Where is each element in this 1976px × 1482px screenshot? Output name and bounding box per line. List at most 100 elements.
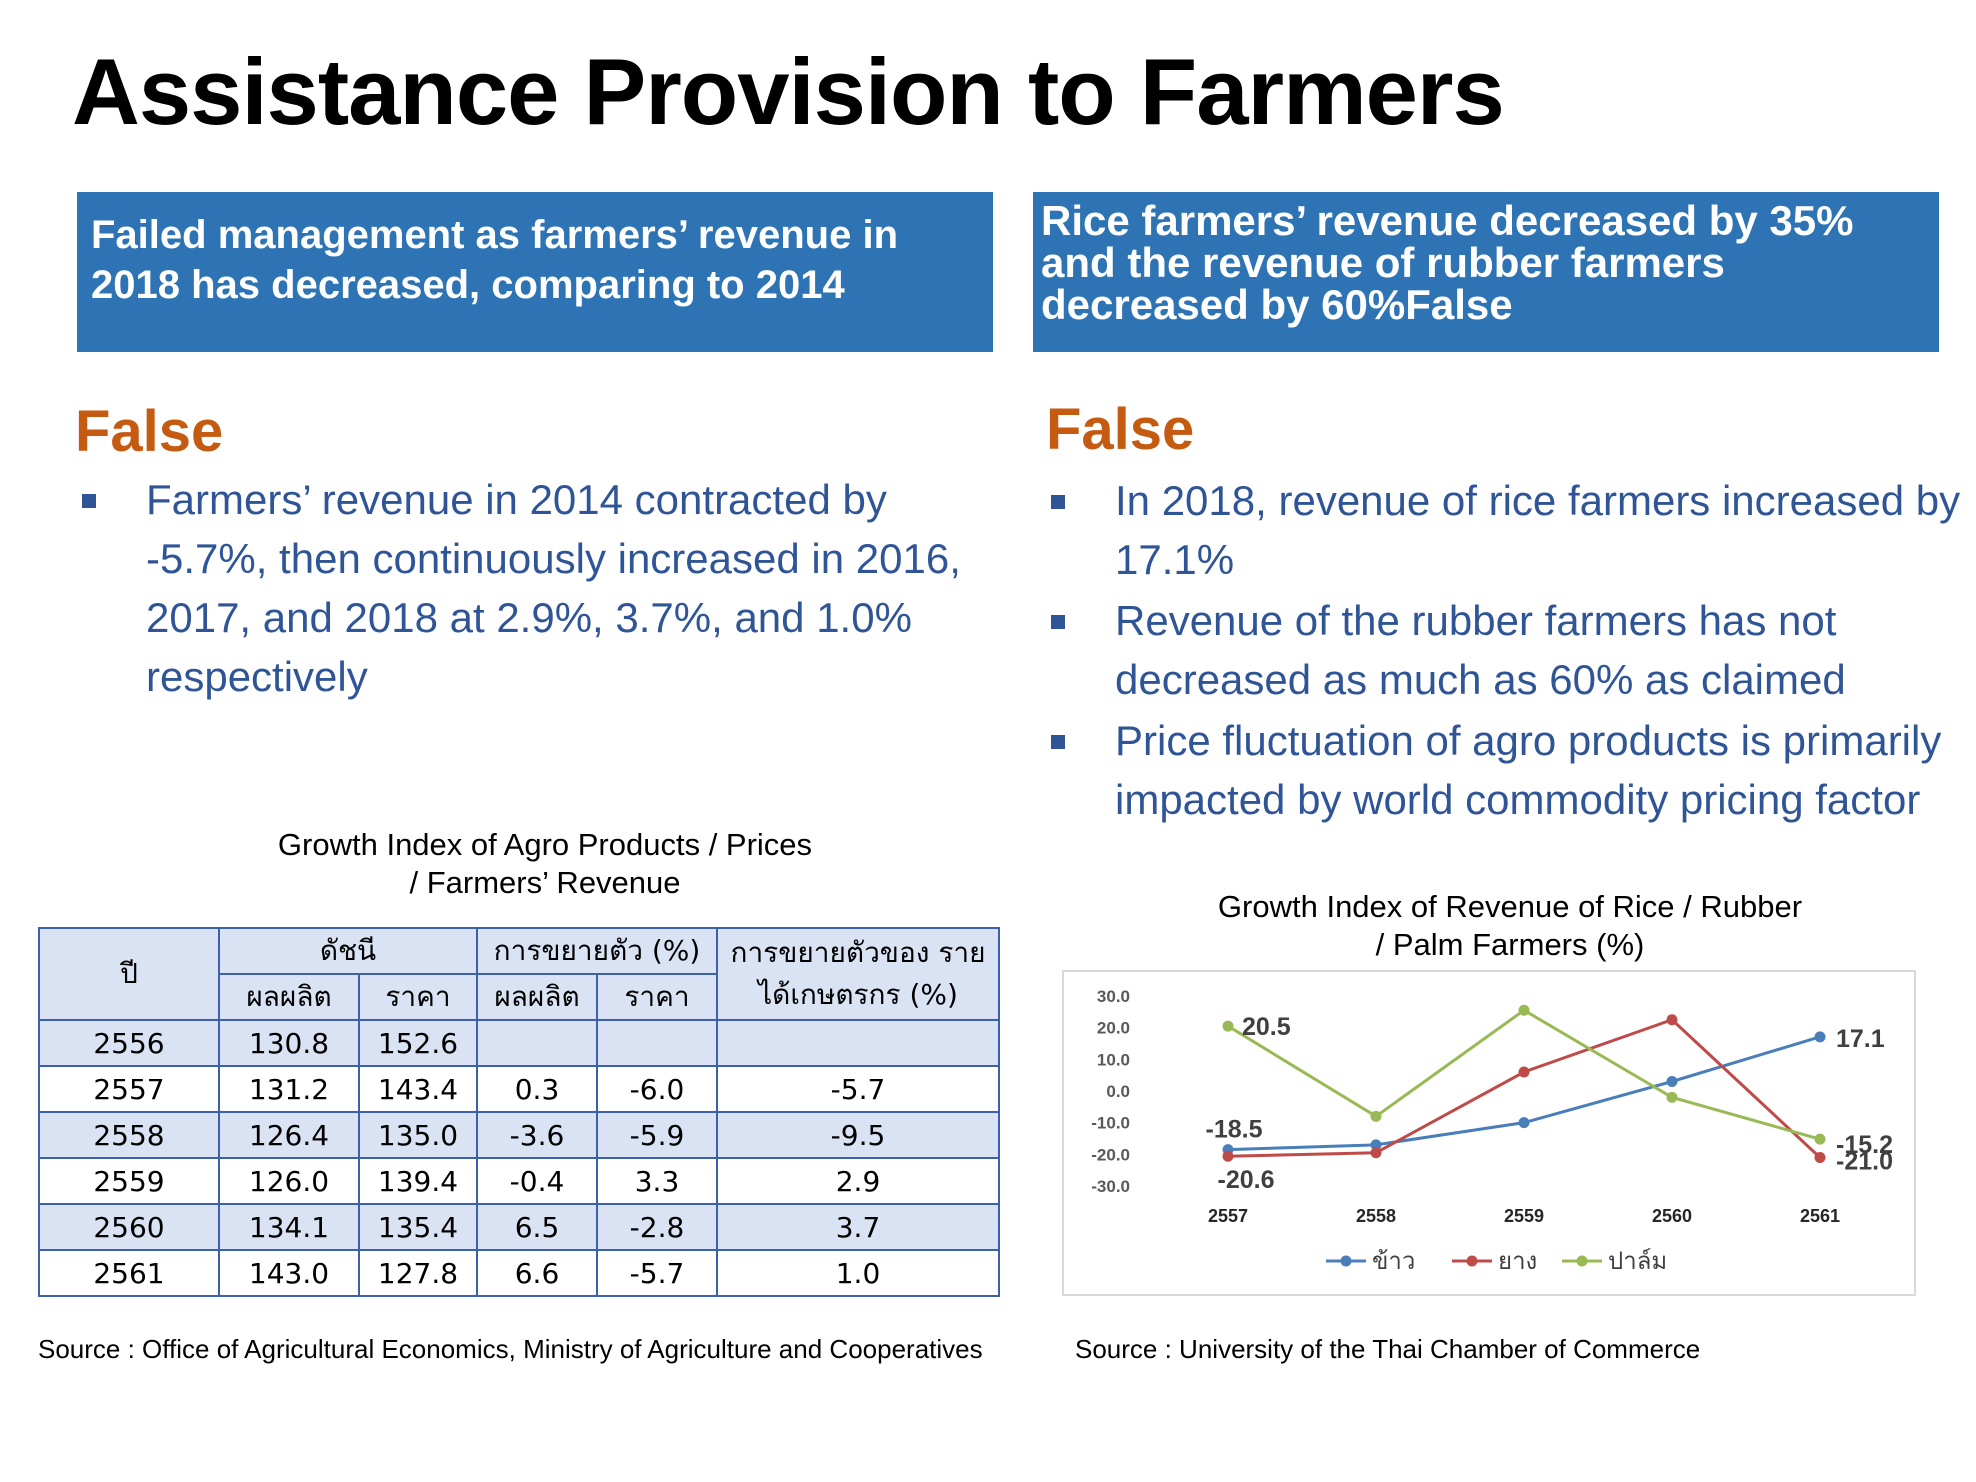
y-tick-label: 30.0 — [1097, 987, 1130, 1006]
data-point — [1518, 1004, 1530, 1016]
table-cell: 2561 — [38, 1249, 220, 1297]
data-label: -20.6 — [1218, 1166, 1275, 1194]
header-index-production: ผลผลิต — [218, 973, 360, 1021]
table-row: 2558 126.4 135.0 -3.6 -5.9 -9.5 — [38, 1111, 1000, 1159]
right-bullet: Price fluctuation of agro products is pr… — [1047, 711, 1967, 829]
table-cell: -5.7 — [716, 1065, 1000, 1113]
table-cell: 127.8 — [358, 1249, 478, 1297]
table-cell: 2559 — [38, 1157, 220, 1205]
header-growth-production: ผลผลิต — [476, 973, 598, 1021]
data-point — [1222, 1020, 1234, 1032]
header-growth: การขยายตัว (%) — [476, 927, 718, 975]
revenue-growth-line-chart: 30.0 20.0 10.0 0.0 -10.0 -20.0 -30.0 2557 2558 25… — [1091, 987, 1893, 1275]
table-row: 2559 126.0 139.4 -0.4 3.3 2.9 — [38, 1157, 1000, 1205]
table-caption: Growth Index of Agro Products / Prices /… — [277, 827, 813, 900]
data-point — [1370, 1147, 1382, 1159]
chart-frame: 30.0 20.0 10.0 0.0 -10.0 -20.0 -30.0 2557 2558 25… — [1062, 970, 1916, 1296]
table-cell: 131.2 — [218, 1065, 360, 1113]
data-label: -15.2 — [1836, 1131, 1893, 1159]
data-label: -21.0 — [1836, 1148, 1893, 1176]
data-label: -18.5 — [1206, 1116, 1263, 1144]
table-cell: -5.9 — [596, 1111, 718, 1159]
right-verdict: False — [1046, 397, 1195, 462]
y-tick-label: 20.0 — [1097, 1019, 1130, 1038]
right-bullet: In 2018, revenue of rice farmers increas… — [1047, 471, 1967, 589]
table-cell: -3.6 — [476, 1111, 598, 1159]
right-bullet: Revenue of the rubber farmers has not de… — [1047, 591, 1967, 709]
legend-marker — [1466, 1255, 1478, 1267]
chart-caption: Growth Index of Revenue of Rice / Rubber… — [1217, 889, 1803, 962]
y-tick-label: 0.0 — [1106, 1082, 1130, 1101]
data-point — [1814, 1031, 1826, 1043]
table-row: 2556 130.8 152.6 — [38, 1019, 1000, 1067]
x-tick-label: 2561 — [1800, 1206, 1840, 1226]
x-tick-label: 2558 — [1356, 1206, 1396, 1226]
table-row: 2561 143.0 127.8 6.6 -5.7 1.0 — [38, 1249, 1000, 1297]
table-cell: 2.9 — [716, 1157, 1000, 1205]
table-cell: -0.4 — [476, 1157, 598, 1205]
header-year: ปี — [38, 927, 220, 1021]
legend-marker — [1340, 1255, 1352, 1267]
table-cell — [476, 1019, 598, 1067]
y-tick-label: -30.0 — [1091, 1177, 1130, 1196]
right-source: Source : University of the Thai Chamber … — [1075, 1334, 1701, 1364]
table-cell: 134.1 — [218, 1203, 360, 1251]
table-row: 2557 131.2 143.4 0.3 -6.0 -5.7 — [38, 1065, 1000, 1113]
table-cell: 6.6 — [476, 1249, 598, 1297]
table-row: 2560 134.1 135.4 6.5 -2.8 3.7 — [38, 1203, 1000, 1251]
right-bullet-list: In 2018, revenue of rice farmers increas… — [1047, 471, 1967, 831]
data-point — [1370, 1139, 1382, 1151]
data-point — [1666, 1014, 1678, 1026]
data-point — [1666, 1076, 1678, 1087]
data-point — [1814, 1152, 1826, 1163]
right-claim-banner: Rice farmers’ revenue decreased by 35% a… — [1033, 192, 1939, 352]
data-point — [1518, 1117, 1530, 1129]
table-cell: 139.4 — [358, 1157, 478, 1205]
table-cell: 6.5 — [476, 1203, 598, 1251]
table-cell: 2558 — [38, 1111, 220, 1159]
data-label: 17.1 — [1836, 1025, 1885, 1053]
table-cell: 143.4 — [358, 1065, 478, 1113]
data-point — [1814, 1133, 1826, 1145]
table-cell: 135.4 — [358, 1203, 478, 1251]
left-bullet: Farmers’ revenue in 2014 contracted by -… — [78, 470, 1008, 706]
data-point — [1370, 1110, 1382, 1122]
data-label: 20.5 — [1242, 1013, 1291, 1041]
table-cell: 152.6 — [358, 1019, 478, 1067]
header-index-price: ราคา — [358, 973, 478, 1021]
header-index: ดัชนี — [218, 927, 478, 975]
data-point — [1666, 1091, 1678, 1103]
square-bullet-icon — [82, 494, 96, 508]
table-cell: 1.0 — [716, 1249, 1000, 1297]
header-growth-price: ราคา — [596, 973, 718, 1021]
square-bullet-icon — [1051, 615, 1065, 629]
x-tick-label: 2557 — [1208, 1206, 1248, 1226]
left-bullet-list: Farmers’ revenue in 2014 contracted by -… — [78, 470, 1008, 708]
square-bullet-icon — [1051, 495, 1065, 509]
x-tick-label: 2560 — [1652, 1206, 1692, 1226]
table-cell: -2.8 — [596, 1203, 718, 1251]
left-claim-banner: Failed management as farmers’ revenue in… — [77, 192, 993, 352]
table-cell: 3.3 — [596, 1157, 718, 1205]
agro-growth-table: ปี ดัชนี การขยายตัว (%) การขยายตัวของ รา… — [38, 927, 1000, 1297]
table-cell: 2560 — [38, 1203, 220, 1251]
legend-label: ปาล์ม — [1608, 1247, 1667, 1275]
data-point — [1518, 1066, 1530, 1078]
table-cell: 126.4 — [218, 1111, 360, 1159]
x-tick-label: 2559 — [1504, 1206, 1544, 1226]
table-cell: 2556 — [38, 1019, 220, 1067]
y-tick-label: -10.0 — [1091, 1114, 1130, 1133]
data-point — [1222, 1150, 1234, 1162]
legend-label: ยาง — [1498, 1248, 1537, 1275]
table-cell: 135.0 — [358, 1111, 478, 1159]
table-cell: 143.0 — [218, 1249, 360, 1297]
left-source: Source : Office of Agricultural Economic… — [38, 1334, 983, 1364]
square-bullet-icon — [1051, 735, 1065, 749]
y-tick-label: -20.0 — [1091, 1145, 1130, 1164]
legend-label: ข้าว — [1372, 1248, 1415, 1275]
table-cell: 130.8 — [218, 1019, 360, 1067]
y-tick-label: 10.0 — [1097, 1050, 1130, 1069]
series-line — [1227, 1035, 1821, 1152]
table-cell: 126.0 — [218, 1157, 360, 1205]
table-cell: 0.3 — [476, 1065, 598, 1113]
